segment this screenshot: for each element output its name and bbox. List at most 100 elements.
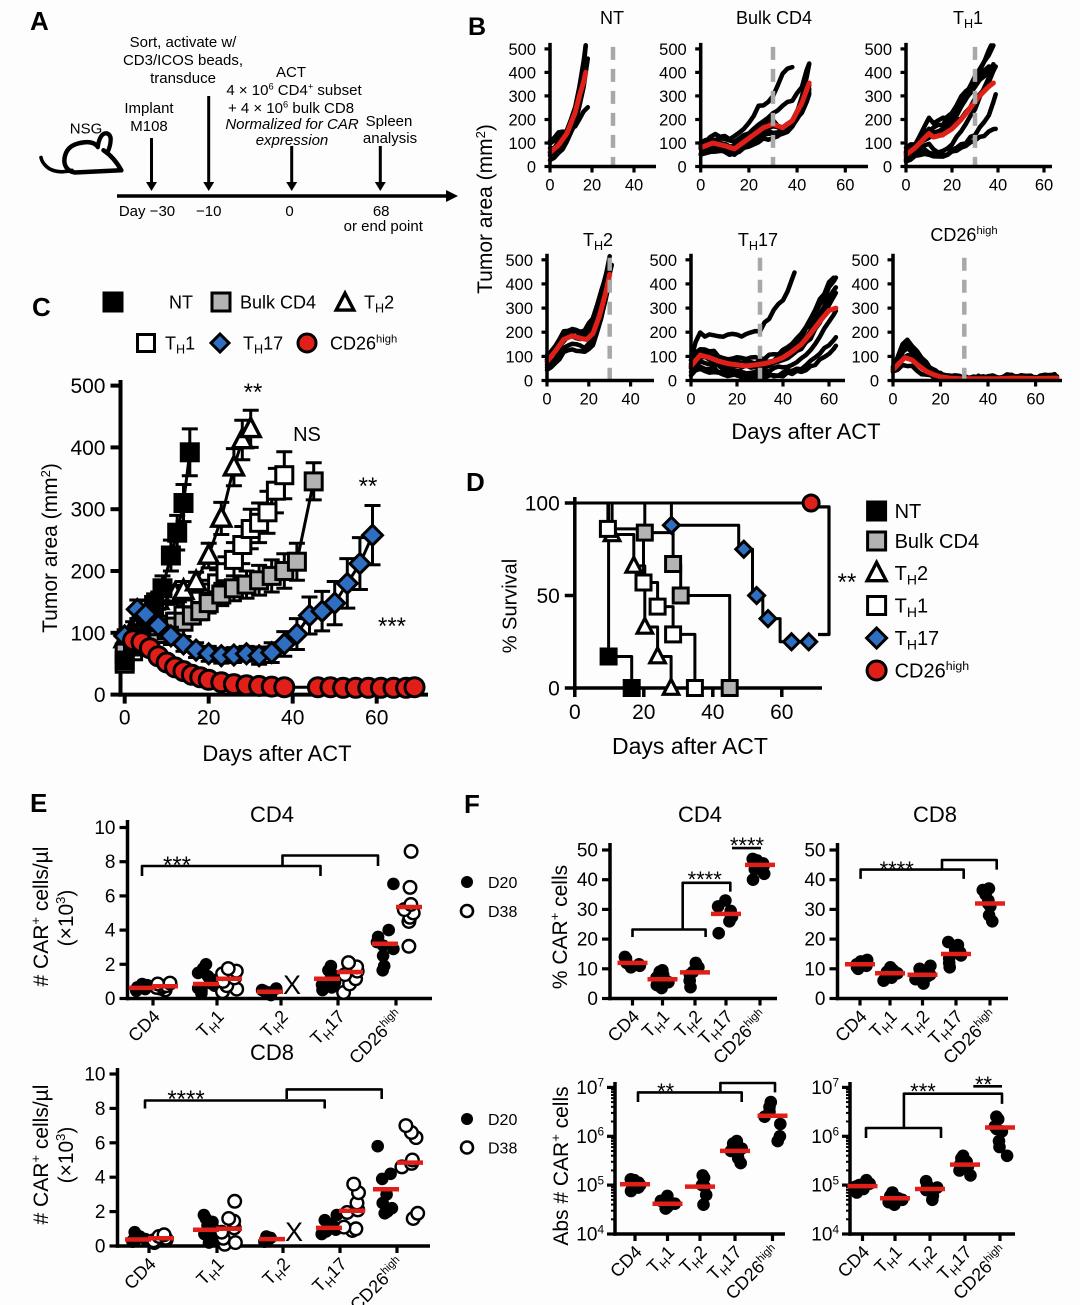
svg-text:Abs # CAR+ cells: Abs # CAR+ cells <box>548 1086 573 1245</box>
svg-text:60: 60 <box>820 391 838 409</box>
svg-text:0: 0 <box>870 373 879 391</box>
svg-text:20: 20 <box>632 701 655 724</box>
svg-text:200: 200 <box>508 112 536 130</box>
svg-text:B: B <box>468 13 486 41</box>
svg-text:40: 40 <box>621 391 639 409</box>
svg-text:**: ** <box>359 473 378 500</box>
svg-text:Bulk CD4: Bulk CD4 <box>240 293 316 313</box>
svg-text:2: 2 <box>105 955 116 976</box>
svg-text:or end point: or end point <box>344 218 424 235</box>
svg-text:Days after ACT: Days after ACT <box>612 733 768 759</box>
svg-text:NT: NT <box>169 293 193 313</box>
svg-text:40: 40 <box>989 177 1007 195</box>
svg-text:60: 60 <box>836 177 854 195</box>
svg-text:500: 500 <box>659 41 687 59</box>
svg-text:40: 40 <box>788 177 806 195</box>
svg-text:40: 40 <box>281 707 304 730</box>
svg-text:100: 100 <box>659 135 687 153</box>
svg-text:400: 400 <box>659 64 687 82</box>
svg-text:400: 400 <box>505 276 533 294</box>
svg-text:60: 60 <box>770 701 793 724</box>
svg-text:****: **** <box>730 833 765 858</box>
svg-text:68: 68 <box>373 203 390 220</box>
svg-text:TH2: TH2 <box>364 293 394 316</box>
svg-text:300: 300 <box>70 499 105 522</box>
svg-text:200: 200 <box>659 112 687 130</box>
svg-text:300: 300 <box>659 88 687 106</box>
svg-text:C: C <box>32 292 51 322</box>
svg-text:M108: M108 <box>130 118 168 135</box>
svg-text:0: 0 <box>527 159 536 177</box>
svg-text:20: 20 <box>740 177 758 195</box>
svg-text:500: 500 <box>851 252 879 270</box>
svg-text:300: 300 <box>649 300 677 318</box>
svg-text:500: 500 <box>649 252 677 270</box>
svg-text:****: **** <box>167 1086 204 1113</box>
svg-text:300: 300 <box>851 300 879 318</box>
svg-text:**: ** <box>838 569 857 596</box>
svg-text:0: 0 <box>548 678 560 701</box>
svg-text:20: 20 <box>728 391 746 409</box>
svg-text:CD8: CD8 <box>913 802 957 827</box>
svg-text:0: 0 <box>94 684 106 707</box>
svg-text:40: 40 <box>804 870 825 891</box>
svg-text:200: 200 <box>864 112 892 130</box>
svg-text:E: E <box>30 788 47 818</box>
svg-text:100: 100 <box>525 493 560 516</box>
svg-text:***: *** <box>910 1079 936 1104</box>
svg-text:500: 500 <box>505 252 533 270</box>
svg-text:X: X <box>283 970 301 1000</box>
svg-text:***: *** <box>163 852 191 879</box>
svg-text:Bulk CD4: Bulk CD4 <box>895 531 979 553</box>
svg-text:transduce: transduce <box>150 70 216 87</box>
svg-text:TH17: TH17 <box>738 230 778 253</box>
svg-text:500: 500 <box>508 41 536 59</box>
svg-text:100: 100 <box>851 348 879 366</box>
svg-text:0: 0 <box>569 701 581 724</box>
svg-text:CD8: CD8 <box>250 1040 294 1065</box>
svg-text:0: 0 <box>678 159 687 177</box>
svg-text:0: 0 <box>95 1237 106 1258</box>
svg-text:CD3/ICOS beads,: CD3/ICOS beads, <box>123 52 243 69</box>
svg-text:400: 400 <box>864 64 892 82</box>
svg-text:100: 100 <box>505 348 533 366</box>
svg-text:20: 20 <box>804 930 825 951</box>
svg-text:6: 6 <box>95 1133 106 1154</box>
svg-text:6: 6 <box>105 886 116 907</box>
svg-text:TH17: TH17 <box>243 334 283 357</box>
svg-text:400: 400 <box>508 64 536 82</box>
svg-text:**: ** <box>975 1072 993 1097</box>
svg-text:TH17: TH17 <box>895 628 940 652</box>
svg-text:0: 0 <box>119 707 131 730</box>
svg-text:8: 8 <box>95 1099 106 1120</box>
svg-text:****: **** <box>880 857 915 882</box>
svg-text:0: 0 <box>815 989 826 1010</box>
svg-text:A: A <box>30 6 49 36</box>
svg-text:20: 20 <box>580 391 598 409</box>
svg-text:200: 200 <box>70 561 105 584</box>
svg-text:4: 4 <box>105 921 116 942</box>
svg-text:Sort, activate w/: Sort, activate w/ <box>130 34 238 51</box>
svg-text:CD4: CD4 <box>250 802 294 827</box>
svg-text:TH1: TH1 <box>953 8 983 31</box>
svg-text:30: 30 <box>804 900 825 921</box>
svg-text:% Survival: % Survival <box>500 559 522 653</box>
svg-text:100: 100 <box>649 348 677 366</box>
svg-text:10: 10 <box>804 959 825 980</box>
svg-text:60: 60 <box>1035 177 1053 195</box>
svg-text:+ 4 × 106 bulk CD8: + 4 × 106 bulk CD8 <box>228 99 354 117</box>
svg-text:107: 107 <box>811 1076 839 1099</box>
svg-text:2: 2 <box>95 1202 106 1223</box>
svg-text:D38: D38 <box>488 904 517 921</box>
svg-text:0: 0 <box>668 373 677 391</box>
svg-text:400: 400 <box>851 276 879 294</box>
svg-text:100: 100 <box>864 135 892 153</box>
svg-text:analysis: analysis <box>363 130 417 147</box>
svg-text:Day −30: Day −30 <box>119 203 175 220</box>
svg-text:D20: D20 <box>488 1112 517 1129</box>
svg-text:50: 50 <box>536 585 559 608</box>
svg-text:104: 104 <box>811 1222 839 1245</box>
svg-text:0: 0 <box>686 391 695 409</box>
svg-text:4 × 106 CD4+ subset: 4 × 106 CD4+ subset <box>226 81 362 99</box>
svg-text:Implant: Implant <box>124 100 174 117</box>
